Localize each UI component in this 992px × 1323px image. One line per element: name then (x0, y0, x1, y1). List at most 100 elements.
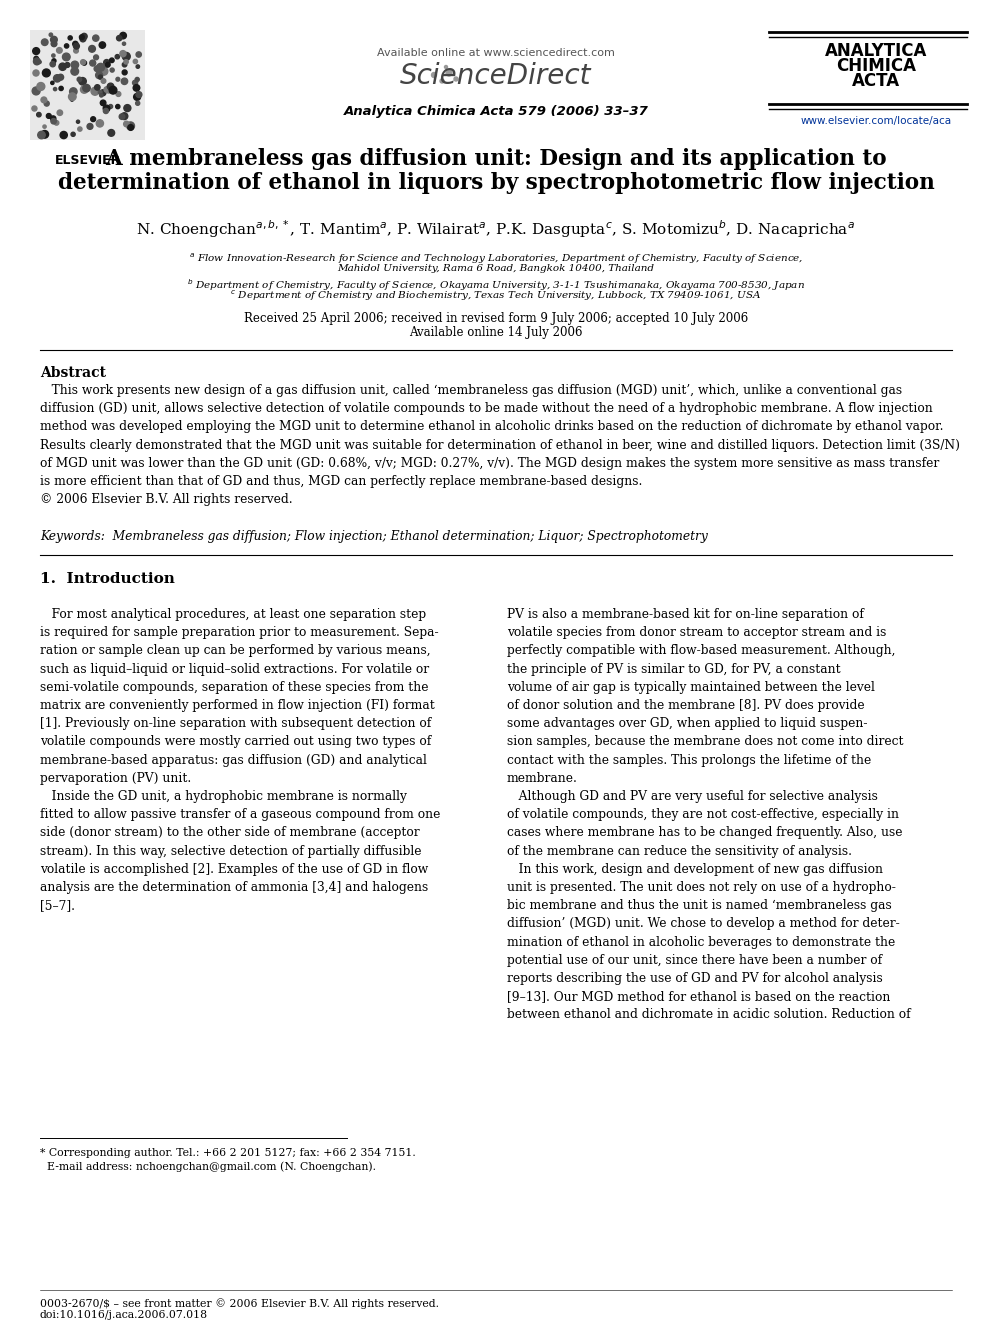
Circle shape (38, 131, 46, 139)
Text: ELSEVIER: ELSEVIER (55, 153, 121, 167)
Circle shape (116, 77, 120, 81)
Circle shape (68, 36, 72, 40)
Circle shape (135, 78, 139, 82)
Circle shape (73, 44, 79, 49)
Text: Abstract: Abstract (40, 366, 106, 380)
Text: ScienceDirect: ScienceDirect (400, 62, 592, 90)
Circle shape (61, 131, 67, 139)
Circle shape (122, 42, 126, 45)
Circle shape (41, 131, 49, 138)
Text: doi:10.1016/j.aca.2006.07.018: doi:10.1016/j.aca.2006.07.018 (40, 1310, 208, 1320)
Circle shape (54, 74, 61, 82)
Circle shape (446, 70, 452, 75)
Text: ACTA: ACTA (852, 71, 900, 90)
Circle shape (136, 65, 140, 69)
Circle shape (69, 87, 77, 95)
Circle shape (105, 62, 109, 67)
Circle shape (124, 60, 128, 64)
Circle shape (34, 57, 39, 61)
Text: CHIMICA: CHIMICA (836, 57, 916, 75)
Circle shape (105, 62, 110, 67)
Circle shape (42, 38, 48, 45)
Circle shape (47, 114, 52, 118)
Circle shape (440, 79, 444, 83)
Circle shape (87, 123, 93, 130)
Circle shape (50, 61, 56, 66)
Circle shape (64, 62, 69, 67)
Circle shape (52, 41, 57, 46)
Circle shape (79, 34, 84, 40)
Circle shape (77, 77, 81, 82)
Circle shape (94, 66, 100, 71)
Circle shape (38, 61, 42, 64)
Circle shape (103, 105, 110, 112)
Circle shape (101, 78, 106, 83)
Circle shape (45, 101, 50, 106)
Text: 1.  Introduction: 1. Introduction (40, 572, 175, 586)
Circle shape (103, 108, 108, 114)
Text: E-mail address: nchoengchan@gmail.com (N. Choengchan).: E-mail address: nchoengchan@gmail.com (N… (40, 1162, 376, 1172)
Text: Analytica Chimica Acta 579 (2006) 33–37: Analytica Chimica Acta 579 (2006) 33–37 (343, 105, 649, 118)
Circle shape (70, 67, 78, 75)
Circle shape (37, 82, 45, 90)
Circle shape (454, 77, 458, 81)
Text: Available online at www.sciencedirect.com: Available online at www.sciencedirect.co… (377, 48, 615, 58)
Circle shape (52, 58, 56, 64)
Circle shape (52, 54, 55, 57)
Text: ANALYTICA: ANALYTICA (824, 42, 928, 60)
Circle shape (62, 53, 70, 61)
Text: Available online 14 July 2006: Available online 14 July 2006 (410, 325, 582, 339)
Circle shape (120, 50, 126, 57)
Circle shape (80, 86, 88, 93)
Circle shape (121, 112, 128, 119)
Circle shape (94, 85, 100, 90)
Text: $^{b}$ Department of Chemistry, Faculty of Science, Okayama University, 3-1-1 Ts: $^{b}$ Department of Chemistry, Faculty … (187, 277, 805, 292)
Circle shape (122, 70, 127, 75)
Text: PV is also a membrane-based kit for on-line separation of
volatile species from : PV is also a membrane-based kit for on-l… (507, 609, 911, 1021)
Circle shape (133, 60, 138, 64)
Circle shape (117, 36, 122, 41)
Circle shape (110, 67, 114, 73)
Text: A membraneless gas diffusion unit: Design and its application to: A membraneless gas diffusion unit: Desig… (105, 148, 887, 169)
Circle shape (51, 81, 54, 85)
Circle shape (115, 54, 119, 58)
Circle shape (81, 33, 87, 40)
Circle shape (100, 67, 108, 75)
Text: www.elsevier.com/locate/aca: www.elsevier.com/locate/aca (801, 116, 951, 126)
Circle shape (43, 69, 51, 77)
Circle shape (124, 105, 131, 111)
Text: $^{c}$ Department of Chemistry and Biochemistry, Texas Tech University, Lubbock,: $^{c}$ Department of Chemistry and Bioch… (230, 288, 762, 303)
Circle shape (108, 130, 115, 136)
Circle shape (73, 49, 78, 53)
Circle shape (133, 81, 138, 85)
Circle shape (34, 58, 41, 65)
Circle shape (82, 85, 90, 91)
Text: Mahidol University, Rama 6 Road, Bangkok 10400, Thailand: Mahidol University, Rama 6 Road, Bangkok… (337, 265, 655, 273)
Circle shape (59, 86, 63, 90)
Circle shape (76, 120, 79, 123)
Circle shape (33, 48, 40, 54)
Circle shape (124, 122, 129, 127)
Circle shape (80, 36, 86, 42)
Circle shape (134, 94, 141, 101)
Circle shape (127, 122, 135, 130)
Circle shape (80, 60, 85, 65)
Text: For most analytical procedures, at least one separation step
is required for sam: For most analytical procedures, at least… (40, 609, 440, 912)
Circle shape (432, 73, 436, 78)
Circle shape (109, 105, 113, 108)
Circle shape (99, 94, 103, 97)
Circle shape (107, 83, 114, 90)
Text: N. Choengchan$^{a,b,*}$, T. Mantim$^{a}$, P. Wilairat$^{a}$, P.K. Dasgupta$^{c}$: N. Choengchan$^{a,b,*}$, T. Mantim$^{a}$… (137, 218, 855, 239)
Circle shape (72, 41, 78, 46)
Circle shape (136, 52, 142, 57)
Circle shape (51, 36, 58, 44)
Text: * Corresponding author. Tel.: +66 2 201 5127; fax: +66 2 354 7151.: * Corresponding author. Tel.: +66 2 201 … (40, 1148, 416, 1158)
Circle shape (37, 112, 41, 116)
Circle shape (89, 60, 96, 66)
Circle shape (54, 87, 57, 91)
Circle shape (104, 60, 109, 65)
Text: determination of ethanol in liquors by spectrophotometric flow injection: determination of ethanol in liquors by s… (58, 172, 934, 194)
Text: 0003-2670/$ – see front matter © 2006 Elsevier B.V. All rights reserved.: 0003-2670/$ – see front matter © 2006 El… (40, 1298, 439, 1308)
Circle shape (55, 120, 59, 126)
Circle shape (104, 87, 109, 93)
